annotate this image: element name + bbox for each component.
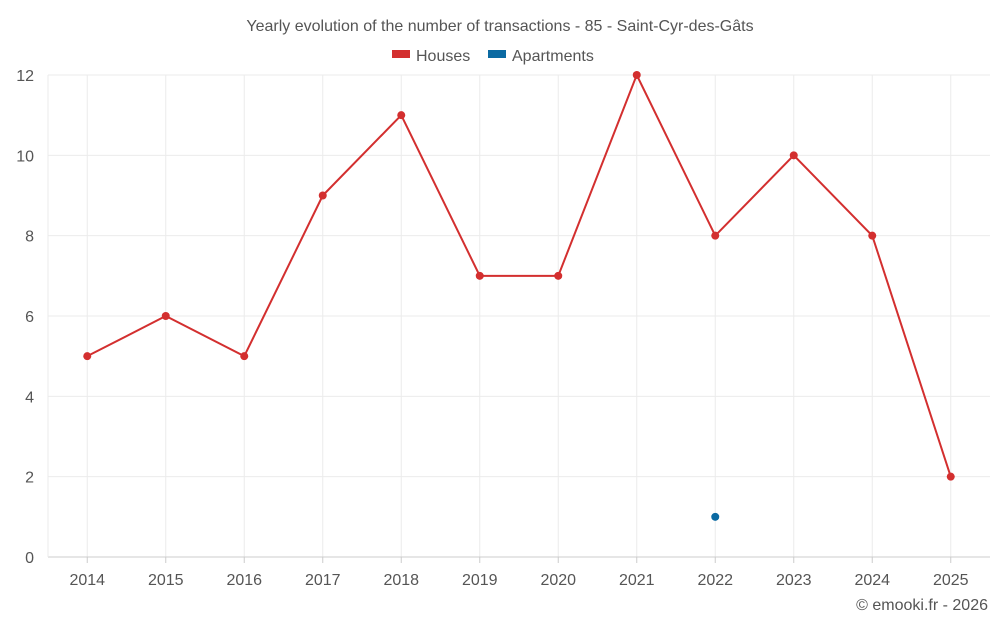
series-houses xyxy=(83,71,955,481)
x-tick-label: 2018 xyxy=(383,572,419,589)
x-tick-label: 2023 xyxy=(776,572,812,589)
y-tick-label: 6 xyxy=(25,309,34,326)
series-apartments xyxy=(711,512,720,521)
x-axis-ticks: 2014 2015 2016 2017 2018 2019 2020 2021 2022 2023… xyxy=(69,572,968,589)
legend: Houses Apartments xyxy=(392,48,594,65)
x-tick-label: 2015 xyxy=(148,572,184,589)
legend-label-houses[interactable]: Houses xyxy=(416,48,470,65)
x-tick-label: 2022 xyxy=(697,572,733,589)
x-tick-label: 2019 xyxy=(462,572,498,589)
y-axis-ticks: 0 2 4 6 8 10 12 xyxy=(16,68,34,567)
data-point-houses[interactable] xyxy=(83,352,92,361)
series xyxy=(83,71,955,521)
legend-swatch-houses[interactable] xyxy=(392,50,410,58)
data-point-houses[interactable] xyxy=(632,71,641,79)
x-tick-label: 2024 xyxy=(854,572,890,589)
y-tick-label: 12 xyxy=(16,68,34,85)
data-point-houses[interactable] xyxy=(789,151,798,160)
data-point-houses[interactable] xyxy=(554,271,563,280)
y-tick-label: 0 xyxy=(25,550,34,567)
data-point-houses[interactable] xyxy=(240,352,249,361)
x-tick-label: 2016 xyxy=(226,572,262,589)
y-tick-label: 10 xyxy=(16,148,34,165)
data-point-houses[interactable] xyxy=(475,271,484,280)
x-tick-label: 2021 xyxy=(619,572,655,589)
y-tick-label: 2 xyxy=(25,470,34,487)
legend-swatch-apartments[interactable] xyxy=(488,50,506,58)
data-point-houses[interactable] xyxy=(318,191,327,200)
data-point-houses[interactable] xyxy=(397,111,406,120)
gridlines xyxy=(48,74,990,557)
credit-text: © emooki.fr - 2026 xyxy=(856,597,988,614)
series-line-houses xyxy=(86,72,952,477)
data-point-apartments[interactable] xyxy=(711,512,720,521)
axes xyxy=(47,75,990,563)
data-point-houses[interactable] xyxy=(868,231,877,240)
x-tick-label: 2020 xyxy=(540,572,576,589)
data-point-houses[interactable] xyxy=(946,472,955,481)
y-tick-label: 8 xyxy=(25,229,34,246)
chart-title: Yearly evolution of the number of transa… xyxy=(246,18,753,35)
x-tick-label: 2025 xyxy=(933,572,969,589)
y-tick-label: 4 xyxy=(25,389,34,406)
data-point-houses[interactable] xyxy=(711,231,720,240)
data-point-houses[interactable] xyxy=(161,312,170,320)
x-tick-label: 2017 xyxy=(305,572,341,589)
x-tick-label: 2014 xyxy=(69,572,105,589)
legend-label-apartments[interactable]: Apartments xyxy=(512,48,594,65)
